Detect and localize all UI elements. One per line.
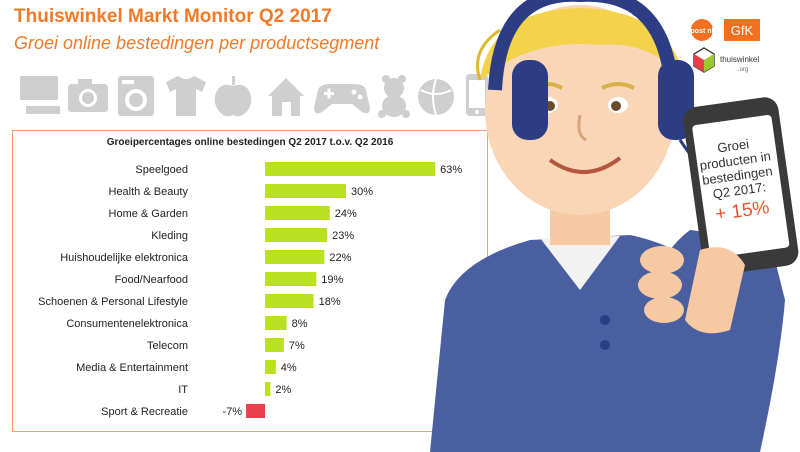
bar — [265, 206, 330, 220]
teddy-bear-icon — [378, 75, 410, 118]
value-label: 23% — [332, 230, 354, 242]
value-label: 4% — [281, 362, 297, 374]
category-label: Huishoudelijke elektronica — [60, 252, 189, 264]
value-label: 7% — [289, 340, 305, 352]
bar — [265, 184, 346, 198]
thuiswinkel-logo: thuiswinkel .org — [693, 47, 759, 73]
bar — [265, 338, 284, 352]
ball-icon — [418, 78, 454, 116]
gamepad-icon — [314, 84, 370, 114]
bar — [265, 162, 436, 176]
value-label: 30% — [351, 186, 373, 198]
category-label: Media & Entertainment — [76, 362, 188, 374]
category-label: IT — [178, 384, 188, 396]
logos: post nl GfK thuiswinkel .org — [691, 19, 760, 73]
house-icon — [268, 78, 304, 116]
computer-icon — [20, 76, 60, 114]
gfk-logo-text: GfK — [731, 23, 754, 38]
phone-screen-text: Groei producten in bestedingen Q2 2017: … — [694, 133, 781, 228]
thuiswinkel-logo-sub: .org — [738, 67, 748, 73]
product-icons-row — [20, 74, 488, 118]
value-label: 8% — [292, 318, 308, 330]
chart-title: Groeipercentages online bestedingen Q2 2… — [106, 137, 394, 148]
bar — [265, 360, 276, 374]
value-label: 24% — [335, 208, 357, 220]
value-label: 63% — [440, 164, 462, 176]
bar — [265, 316, 287, 330]
value-label: 22% — [329, 252, 351, 264]
person-illustration — [430, 0, 799, 452]
chart-panel: Groeipercentages online bestedingen Q2 2… — [12, 130, 488, 432]
category-label: Consumentenelektronica — [66, 318, 189, 330]
phone-icon — [466, 74, 488, 116]
value-label: 19% — [321, 274, 343, 286]
page-title: Thuiswinkel Markt Monitor Q2 2017 — [14, 6, 332, 27]
category-label: Sport & Recreatie — [101, 406, 188, 418]
postnl-logo-text: post nl — [691, 28, 714, 35]
bar — [265, 294, 314, 308]
category-label: Schoenen & Personal Lifestyle — [38, 296, 188, 308]
washing-machine-icon — [118, 76, 154, 116]
bar — [265, 382, 271, 396]
category-label: Home & Garden — [109, 208, 188, 220]
apple-icon — [214, 76, 252, 117]
category-label: Health & Beauty — [109, 186, 189, 198]
bar — [265, 272, 317, 286]
bar — [265, 250, 325, 264]
bar — [265, 228, 328, 242]
value-label: 2% — [275, 384, 291, 396]
value-label: 18% — [319, 296, 341, 308]
value-label: -7% — [223, 406, 243, 418]
category-label: Kleding — [151, 230, 188, 242]
postnl-logo: post nl — [691, 19, 714, 41]
category-label: Speelgoed — [135, 164, 188, 176]
bar — [246, 404, 265, 418]
category-label: Telecom — [147, 340, 188, 352]
bar-chart: Speelgoed 63% Health & Beauty 30% Home & Gar… — [38, 162, 462, 418]
page-subtitle: Groei online bestedingen per productsegm… — [14, 33, 380, 53]
camera-icon — [68, 79, 108, 112]
category-label: Food/Nearfood — [115, 274, 188, 286]
thuiswinkel-logo-text: thuiswinkel — [720, 55, 759, 64]
tshirt-icon — [166, 76, 206, 116]
gfk-logo: GfK — [724, 19, 760, 41]
